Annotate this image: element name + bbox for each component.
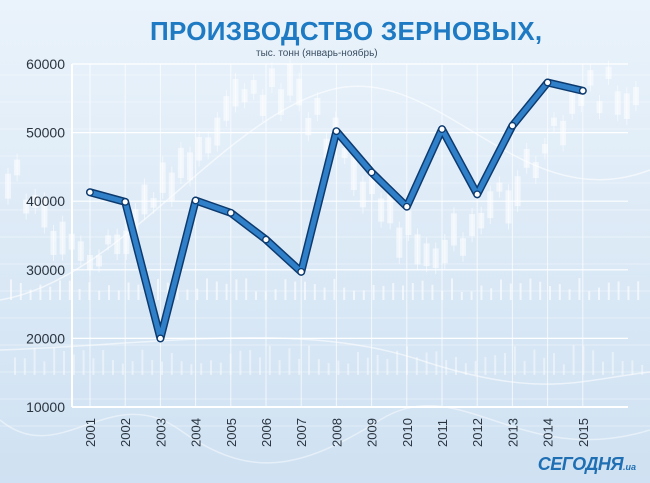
data-point xyxy=(156,334,165,343)
chart-subtitle: тыс. тонн (январь-ноябрь) xyxy=(256,48,378,59)
data-point xyxy=(367,168,376,177)
data-point xyxy=(121,198,130,206)
background-decoration xyxy=(0,57,650,464)
logo-suffix: .ua xyxy=(622,462,636,472)
x-tick-label: 2003 xyxy=(153,418,168,447)
data-point xyxy=(438,125,446,134)
logo-text: СЕГОДНЯ xyxy=(537,454,624,474)
brand-logo: СЕГОДНЯ.ua xyxy=(538,454,636,475)
data-point xyxy=(332,127,341,136)
x-tick-label: 2009 xyxy=(365,418,380,447)
data-point xyxy=(191,196,200,205)
x-tick-label: 2001 xyxy=(83,418,98,447)
data-point xyxy=(226,209,235,217)
y-tick-label: 60000 xyxy=(26,56,65,72)
chart-title: ПРОИЗВОДСТВО ЗЕРНОВЫХ, xyxy=(150,16,543,46)
data-point xyxy=(543,78,552,87)
x-tick-label: 2015 xyxy=(576,418,591,447)
data-point xyxy=(508,121,517,130)
axes: 10000 20000 30000 40000 50000 60000 2001 2002 20… xyxy=(26,56,628,447)
x-tick-label: 2011 xyxy=(435,419,450,447)
data-point xyxy=(262,235,270,244)
data-point xyxy=(402,202,411,211)
y-tick-label: 30000 xyxy=(26,262,65,278)
x-tick-label: 2007 xyxy=(294,418,309,447)
x-tick-label: 2010 xyxy=(400,418,415,447)
x-tick-label: 2008 xyxy=(329,418,344,447)
y-tick-label: 50000 xyxy=(26,125,65,141)
data-point xyxy=(473,190,482,199)
x-tick-label: 2013 xyxy=(505,418,520,447)
x-tick-label: 2002 xyxy=(118,418,133,447)
y-tick-label: 20000 xyxy=(26,330,65,346)
x-tick-label: 2014 xyxy=(541,418,556,447)
data-point xyxy=(578,86,587,95)
data-point xyxy=(297,268,306,276)
x-tick-label: 2006 xyxy=(259,418,274,447)
series-layer xyxy=(86,78,587,343)
x-tick-label: 2004 xyxy=(189,418,204,447)
y-tick-label: 40000 xyxy=(26,193,65,209)
gridlines xyxy=(72,63,628,408)
x-tick-label: 2012 xyxy=(470,418,485,447)
data-point xyxy=(86,188,94,197)
y-tick-label: 10000 xyxy=(26,399,65,415)
x-tick-label: 2005 xyxy=(224,418,239,447)
